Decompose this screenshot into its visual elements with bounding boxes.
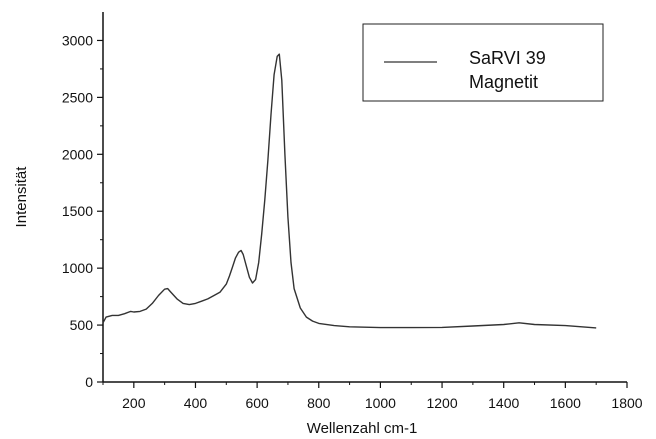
- y-tick-label: 1500: [62, 203, 93, 219]
- x-axis-ticks: 200 400 600 800 1000 1200 1400 1600 1800: [102, 382, 643, 411]
- x-tick-label: 1600: [550, 395, 581, 411]
- y-tick-label: 500: [70, 317, 94, 333]
- legend-label-line1: SaRVI 39: [469, 48, 546, 68]
- y-tick-label: 2000: [62, 146, 93, 162]
- x-tick-label: 200: [122, 395, 146, 411]
- y-tick-label: 0: [85, 374, 93, 390]
- y-axis-title: Intensität: [13, 166, 30, 228]
- x-tick-label: 1000: [365, 395, 396, 411]
- x-tick-label: 600: [245, 395, 269, 411]
- x-tick-label: 1200: [426, 395, 457, 411]
- x-axis-title: Wellenzahl cm-1: [307, 420, 418, 437]
- x-tick-label: 1400: [488, 395, 519, 411]
- series-line: [102, 53, 597, 329]
- x-tick-label: 400: [184, 395, 208, 411]
- legend: SaRVI 39 Magnetit: [362, 23, 604, 102]
- y-tick-label: 1000: [62, 260, 93, 276]
- y-axis-ticks: 0 500 1000 1500 2000 2500 3000: [62, 32, 103, 390]
- x-tick-label: 800: [307, 395, 331, 411]
- x-tick-label: 1800: [611, 395, 642, 411]
- axes: [102, 12, 627, 383]
- legend-label-line2: Magnetit: [469, 72, 538, 92]
- y-tick-label: 2500: [62, 89, 93, 105]
- y-tick-label: 3000: [62, 32, 93, 48]
- plot-area: [102, 53, 597, 329]
